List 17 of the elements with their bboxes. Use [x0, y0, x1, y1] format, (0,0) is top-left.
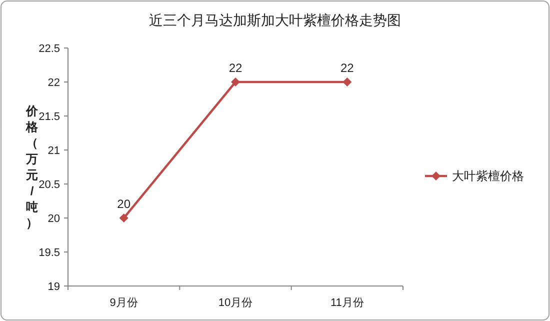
x-tick-label: 11月份 — [330, 297, 364, 309]
y-tick-label: 20 — [48, 213, 60, 225]
y-tick-label: 22.5 — [38, 43, 60, 55]
y-axis-title: 价格（万元/吨） — [25, 104, 39, 230]
y-tick-label: 22 — [48, 77, 60, 89]
data-label: 22 — [340, 61, 354, 75]
y-tick-label: 19 — [48, 281, 60, 293]
x-tick-label: 9月份 — [110, 297, 138, 309]
data-label: 22 — [228, 61, 242, 75]
legend-label: 大叶紫檀价格 — [452, 169, 524, 183]
y-tick-label: 19.5 — [38, 247, 60, 259]
y-tick-label: 21.5 — [38, 111, 60, 123]
y-tick-label: 20.5 — [38, 179, 60, 191]
chart-title: 近三个月马达加斯加大叶紫檀价格走势图 — [149, 12, 401, 28]
data-label: 20 — [117, 197, 131, 211]
x-tick-label: 10月份 — [218, 297, 253, 309]
y-tick-label: 21 — [48, 145, 60, 157]
